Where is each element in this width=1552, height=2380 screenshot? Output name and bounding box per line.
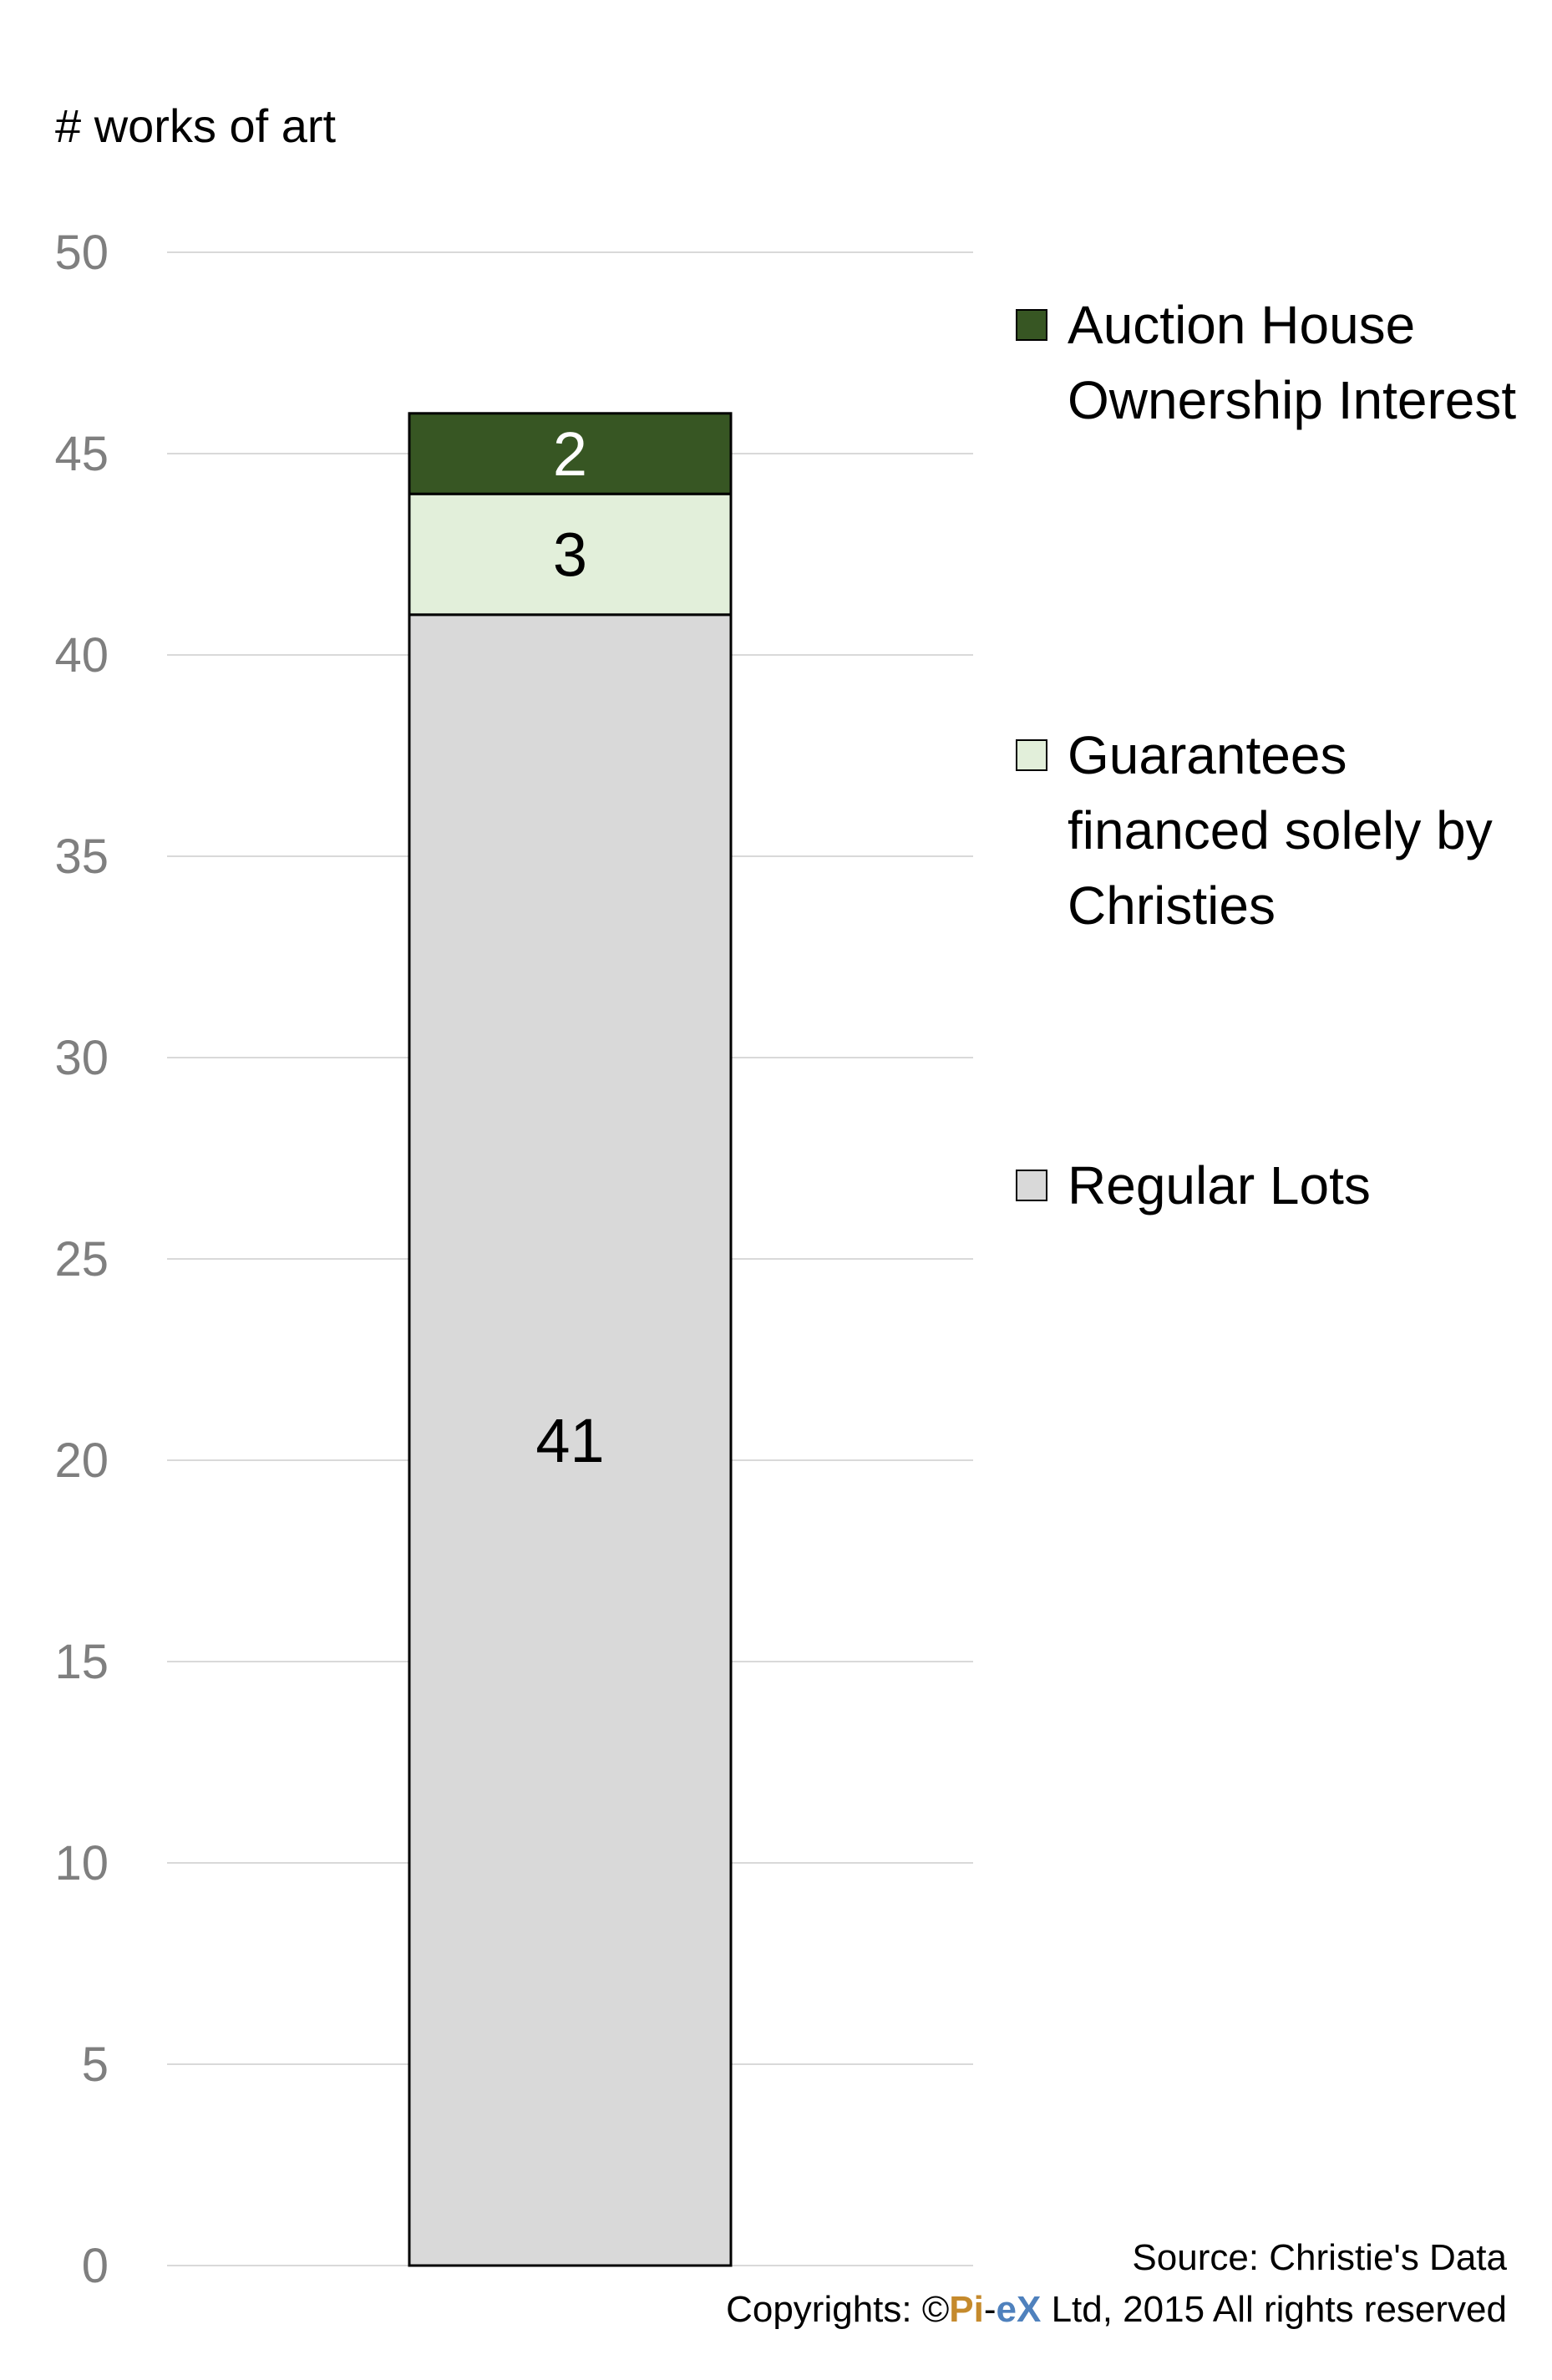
y-tick-label: 45 (54, 427, 109, 481)
brand-dash: - (983, 2289, 997, 2330)
y-tick-label: 35 (54, 830, 109, 884)
copyright-suffix: Ltd, 2015 All rights reserved (1041, 2289, 1507, 2330)
bar-segment (408, 492, 733, 617)
brand-pi: Pi (949, 2289, 984, 2330)
copyright-prefix: Copyrights: © (726, 2289, 950, 2330)
data-label: 41 (535, 1406, 604, 1475)
y-tick-label: 25 (54, 1232, 109, 1286)
bar-segment (408, 412, 733, 495)
bar-segment (408, 613, 733, 2267)
y-tick-label: 5 (82, 2037, 109, 2092)
copyright-note: Copyrights: ©Pi-eX Ltd, 2015 All rights … (726, 2289, 1507, 2331)
legend-swatch (1016, 1170, 1047, 1201)
source-note: Source: Christie's Data (1132, 2237, 1507, 2278)
y-tick-label: 15 (54, 1635, 109, 1689)
brand-ex: eX (996, 2289, 1042, 2330)
legend-swatch (1016, 309, 1047, 341)
legend-label: Guarantees financed solely by Christies (1068, 725, 1493, 936)
y-tick-label: 20 (54, 1434, 109, 1488)
y-tick-label: 30 (54, 1031, 109, 1085)
y-tick-label: 50 (54, 226, 109, 280)
y-axis-label: # works of art (55, 99, 337, 152)
data-label: 3 (553, 520, 587, 590)
y-tick-label: 10 (54, 1836, 109, 1890)
legend-label: Regular Lots (1068, 1155, 1371, 1215)
y-tick-label: 0 (82, 2239, 109, 2293)
legend-label: Auction House Ownership Interest (1068, 295, 1517, 430)
data-label: 2 (553, 419, 587, 489)
legend-swatch (1016, 739, 1047, 771)
y-tick-label: 40 (54, 628, 109, 683)
